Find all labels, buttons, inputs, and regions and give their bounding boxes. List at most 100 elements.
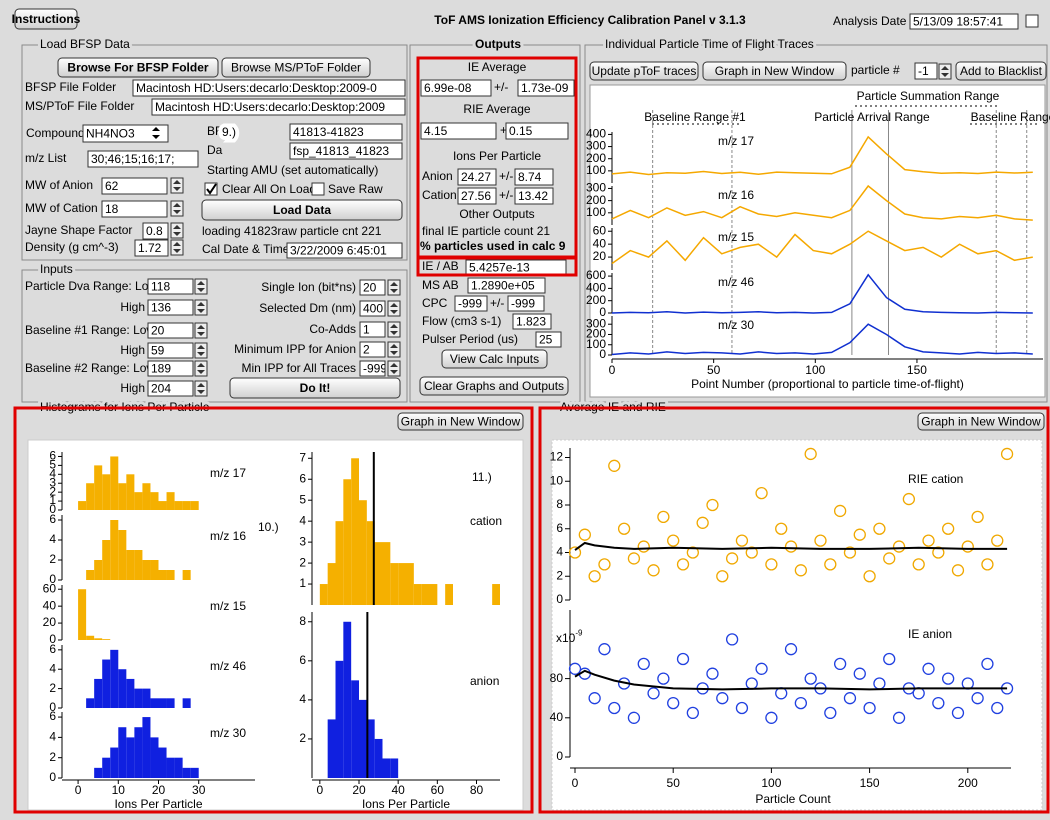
spinner[interactable] [194,322,208,339]
spinner[interactable] [170,222,184,239]
input-field[interactable] [359,341,386,358]
input-field[interactable] [147,322,194,339]
button[interactable] [221,57,371,78]
button[interactable] [201,199,403,221]
spinner[interactable] [170,177,184,194]
label: High [120,300,145,314]
button[interactable] [14,8,78,30]
spinner[interactable] [387,279,401,296]
input-field[interactable] [514,168,554,186]
input-field[interactable] [454,295,488,312]
field-value: 18 [105,202,119,216]
spinner[interactable] [194,299,208,316]
label: Compound [26,126,85,140]
input-field[interactable] [517,79,575,97]
button[interactable] [57,57,219,78]
input-field[interactable] [359,279,386,296]
input-field[interactable] [147,299,194,316]
input-field[interactable] [457,187,497,205]
checkbox[interactable] [311,182,325,196]
field-clip: 27.56 [461,189,491,203]
input-field[interactable] [147,342,194,359]
field-clip: 18 [105,202,119,216]
input-field[interactable] [286,242,403,259]
y-tick-label: 0 [49,770,56,784]
input-field[interactable] [505,122,569,140]
spinner[interactable] [194,342,208,359]
x-tick-label: 100 [805,363,825,377]
input-field[interactable] [467,277,546,294]
button-label: Instructions [12,12,81,26]
button[interactable] [589,61,699,81]
input-field[interactable] [457,168,497,186]
input-field[interactable] [289,123,403,141]
y-tick-label: 0 [599,347,606,361]
scatter-point [942,672,955,685]
y-tick-label: 200 [586,293,606,307]
input-field[interactable] [909,13,1019,30]
button[interactable] [419,376,569,396]
input-field[interactable] [134,239,169,257]
button[interactable] [917,412,1045,431]
spinner[interactable] [170,200,184,217]
callout: 11.) [472,470,492,484]
spinner[interactable] [387,321,401,338]
histogram-bar [174,757,183,778]
input-field[interactable] [420,122,497,140]
button[interactable] [229,377,401,399]
spinner[interactable] [194,360,208,377]
input-field[interactable] [359,360,386,377]
plot-area [589,84,1046,398]
spinner[interactable] [387,300,401,317]
histogram-bar [78,589,87,640]
button[interactable] [441,349,548,369]
field-clip: 0.15 [509,124,533,138]
y-tick-label: 7 [299,450,306,464]
input-field[interactable] [132,79,406,97]
histogram-bar [150,560,159,580]
checkbox[interactable] [1025,14,1039,28]
input-field[interactable] [512,313,552,330]
input-field[interactable] [101,177,168,195]
input-field[interactable] [147,278,194,295]
input-field[interactable] [82,124,169,143]
input-field[interactable] [151,98,406,116]
input-field[interactable] [914,62,938,80]
input-field[interactable] [289,142,403,160]
input-field[interactable] [147,380,194,397]
field-clip: NH4NO3 [86,127,135,141]
button[interactable] [955,61,1047,81]
spinner[interactable] [170,239,184,256]
spinner[interactable] [938,63,952,80]
y-tick-label: 2 [556,568,563,582]
input-field[interactable] [101,200,168,218]
input-field[interactable] [507,295,545,312]
scatter-point [902,492,916,506]
field-value: Macintosh HD:Users:decarlo:Desktop:2009 [155,100,385,114]
input-field[interactable] [359,321,386,338]
scatter-point [843,692,857,705]
button[interactable] [702,61,847,81]
label: Clear All On Load [222,182,316,196]
spinner[interactable] [387,360,401,377]
scatter-point [883,552,896,565]
input-field[interactable] [87,150,199,168]
spinner-arrows [173,180,181,191]
input-field[interactable] [142,222,169,240]
input-field[interactable] [535,331,562,348]
spinner[interactable] [194,380,208,397]
input-field[interactable] [359,300,386,317]
button[interactable] [397,412,524,431]
input-field[interactable] [514,187,554,205]
scatter-point [912,558,925,571]
input-field[interactable] [147,360,194,377]
scatter-point [725,633,739,646]
scatter-point [686,546,699,559]
spinner[interactable] [387,341,401,358]
spinner[interactable] [194,278,208,295]
label: Particle Summation Range [857,89,1000,103]
input-field[interactable] [420,79,492,97]
field-clip: 30;46;15;16;17; [91,152,174,166]
scatter-point [853,528,866,541]
histogram-bar [166,698,175,708]
